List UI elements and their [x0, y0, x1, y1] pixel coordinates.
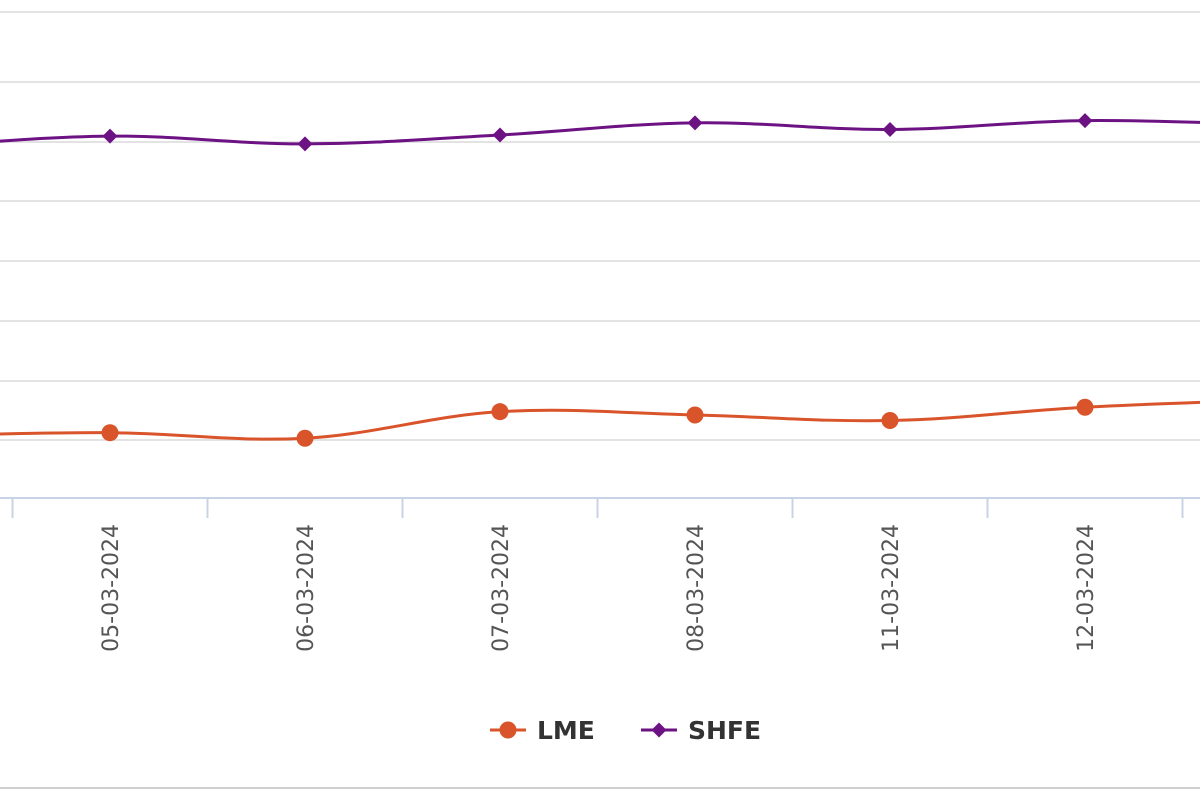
legend-marker	[499, 721, 517, 739]
x-tick-label: 12-03-2024	[1074, 524, 1099, 652]
shfe-series-line	[0, 119, 1200, 146]
lme-data-point[interactable]	[881, 412, 899, 430]
x-axis: 05-03-2024 06-03-2024 07-03-2024 08-03-2024…	[0, 497, 1200, 652]
x-tick-label: 08-03-2024	[684, 524, 709, 652]
x-tick-label: 06-03-2024	[294, 524, 319, 652]
legend-item-lme[interactable]: LME	[490, 716, 595, 745]
bottom-border	[0, 787, 1200, 789]
x-tick-label: 05-03-2024	[99, 524, 124, 652]
legend-label: SHFE	[688, 716, 761, 745]
legend: LME SHFE	[490, 716, 761, 745]
shfe-data-point[interactable]	[1077, 113, 1093, 129]
series-layer	[0, 113, 1200, 447]
shfe-data-point[interactable]	[102, 128, 118, 144]
legend-item-shfe[interactable]: SHFE	[641, 716, 761, 745]
grid-lines	[0, 11, 1200, 441]
lme-data-point[interactable]	[1076, 398, 1094, 416]
shfe-data-point[interactable]	[492, 127, 508, 143]
legend-label: LME	[537, 716, 595, 745]
shfe-data-point[interactable]	[687, 115, 703, 131]
lme-data-point[interactable]	[296, 429, 314, 447]
legend-marker	[651, 722, 667, 738]
lme-series-line	[0, 400, 1200, 441]
shfe-data-point[interactable]	[297, 136, 313, 152]
x-tick-label: 07-03-2024	[489, 524, 514, 652]
shfe-data-point[interactable]	[882, 121, 898, 137]
x-tick-label: 11-03-2024	[879, 524, 904, 652]
lme-data-point[interactable]	[491, 403, 509, 421]
lme-data-point[interactable]	[101, 424, 119, 442]
lme-data-point[interactable]	[686, 406, 704, 424]
